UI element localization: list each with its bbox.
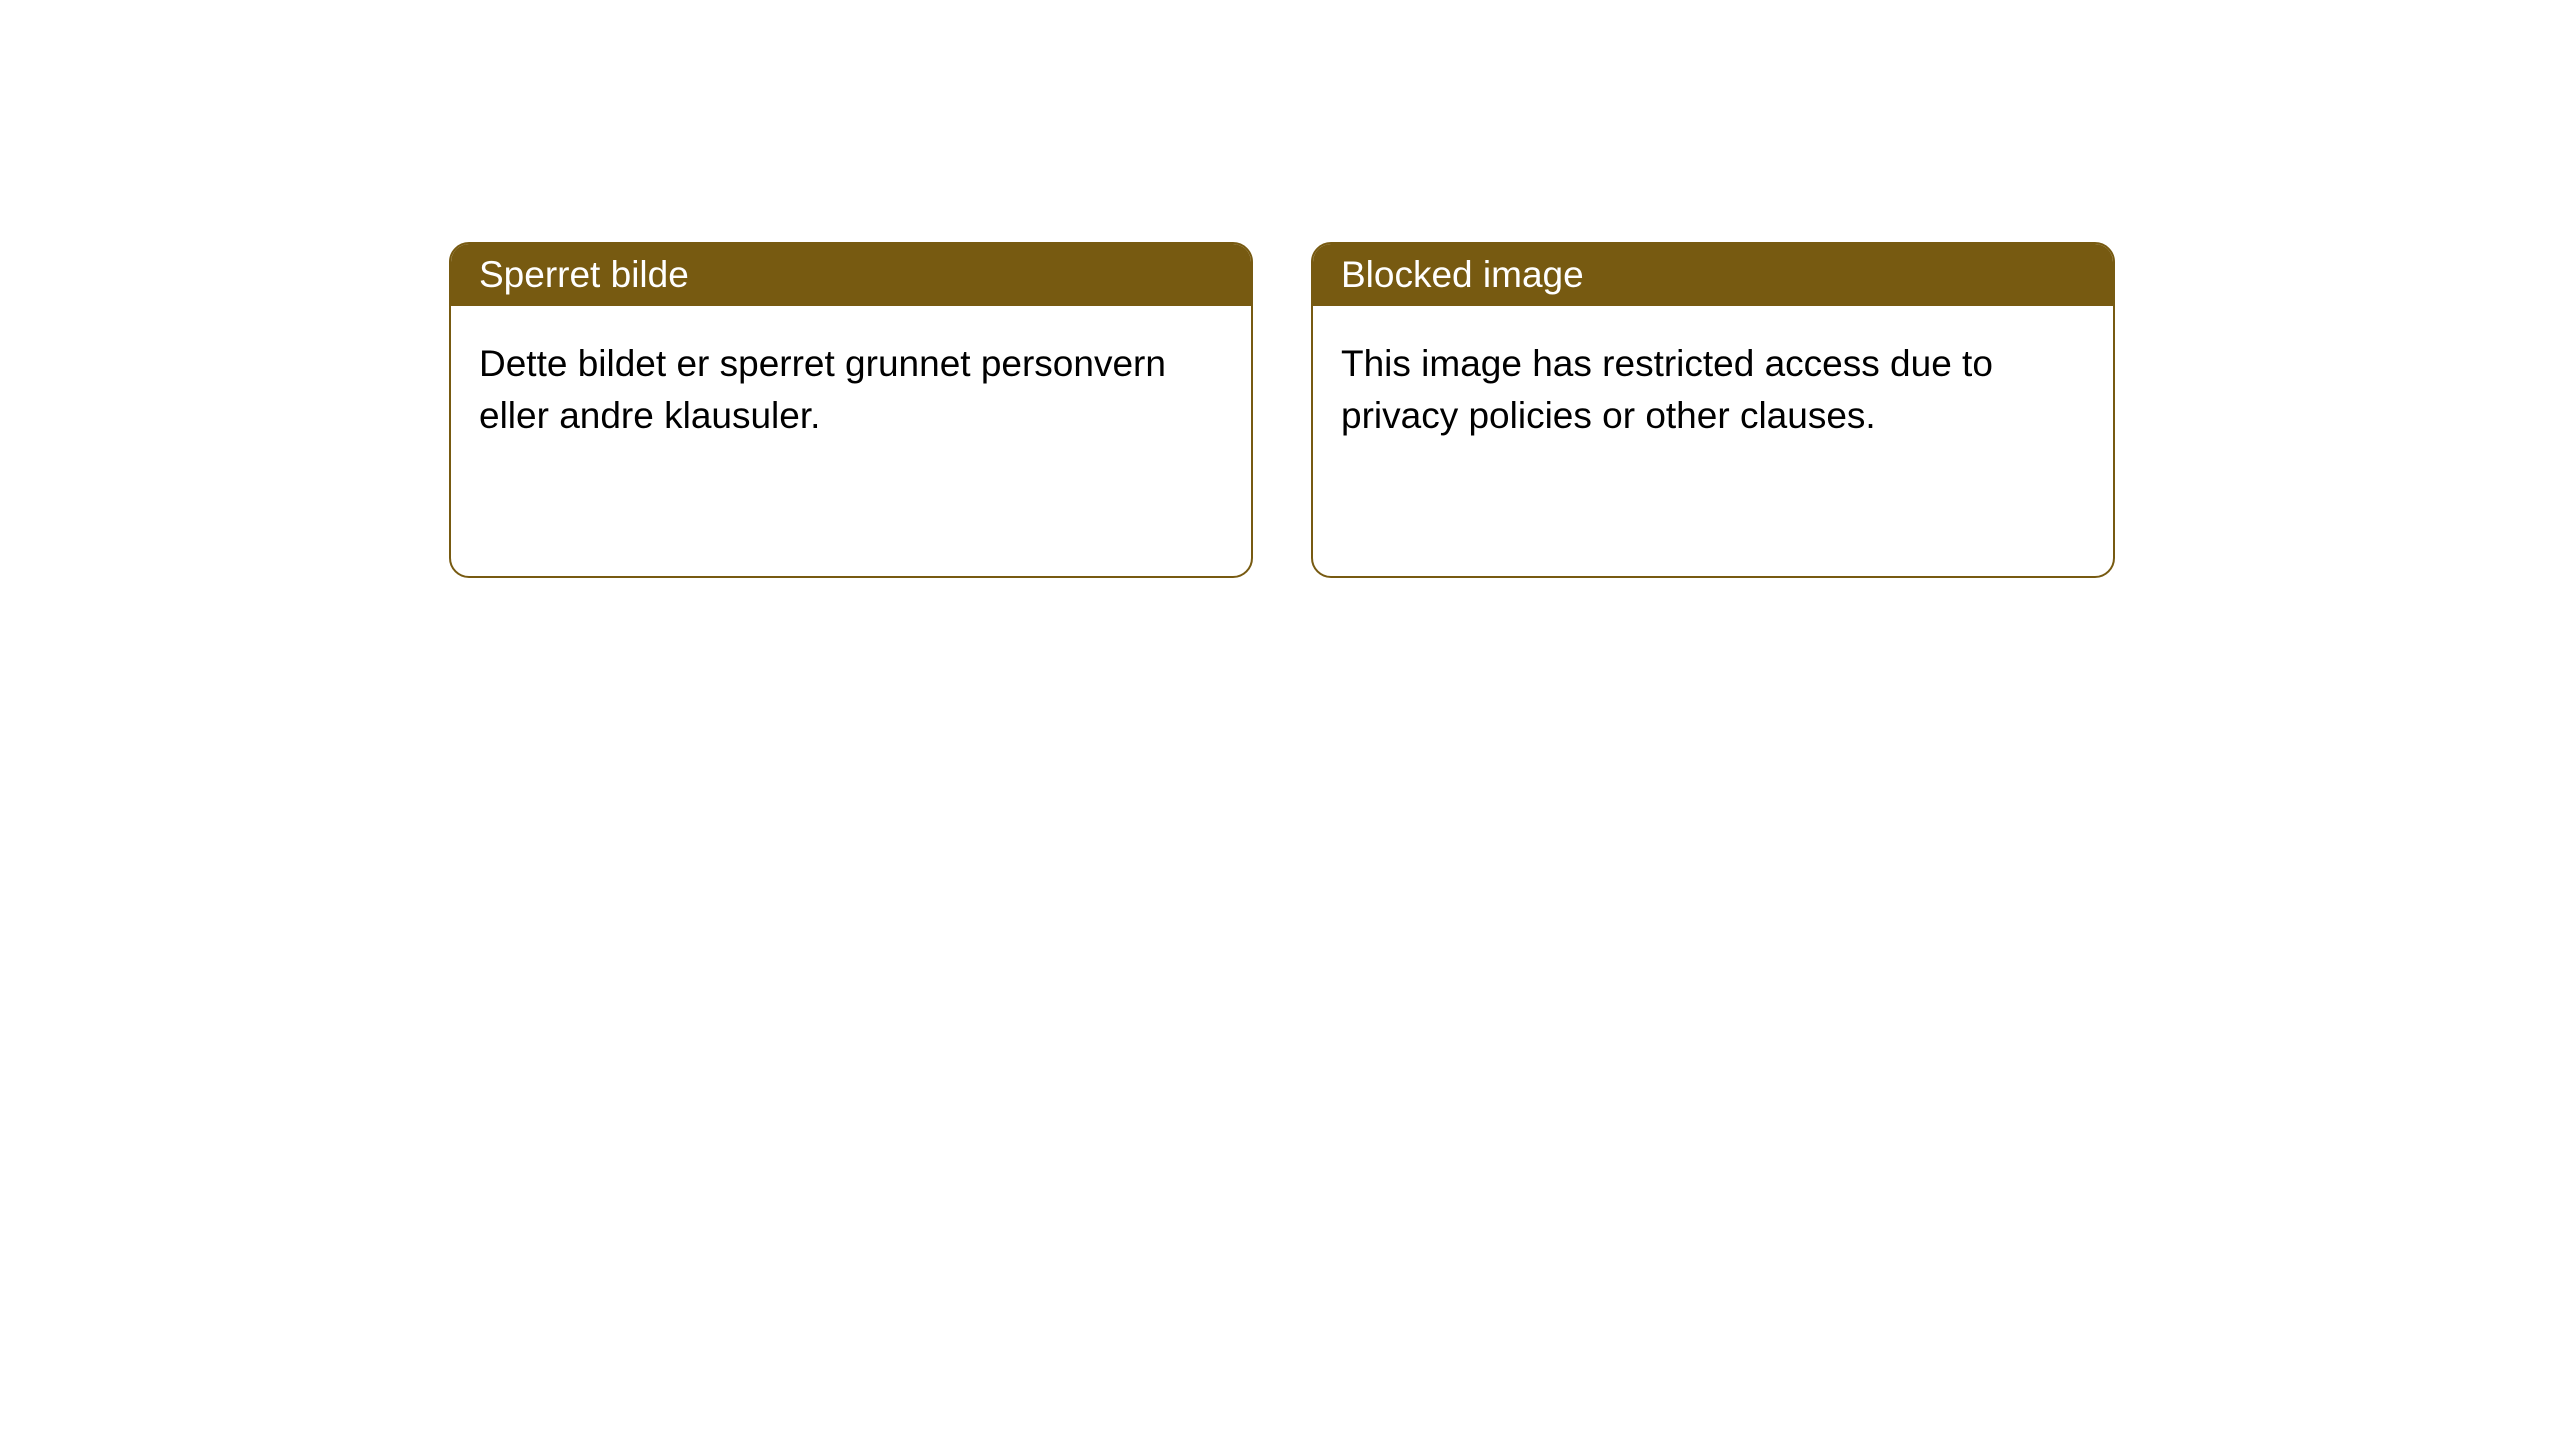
blocked-image-notices: Sperret bilde Dette bildet er sperret gr… (449, 242, 2115, 578)
card-body: This image has restricted access due to … (1313, 306, 2113, 576)
card-body: Dette bildet er sperret grunnet personve… (451, 306, 1251, 576)
notice-card-english: Blocked image This image has restricted … (1311, 242, 2115, 578)
card-header: Blocked image (1313, 244, 2113, 306)
notice-card-norwegian: Sperret bilde Dette bildet er sperret gr… (449, 242, 1253, 578)
card-message: This image has restricted access due to … (1341, 343, 1993, 436)
card-title: Sperret bilde (479, 254, 689, 296)
card-message: Dette bildet er sperret grunnet personve… (479, 343, 1166, 436)
card-title: Blocked image (1341, 254, 1584, 296)
card-header: Sperret bilde (451, 244, 1251, 306)
